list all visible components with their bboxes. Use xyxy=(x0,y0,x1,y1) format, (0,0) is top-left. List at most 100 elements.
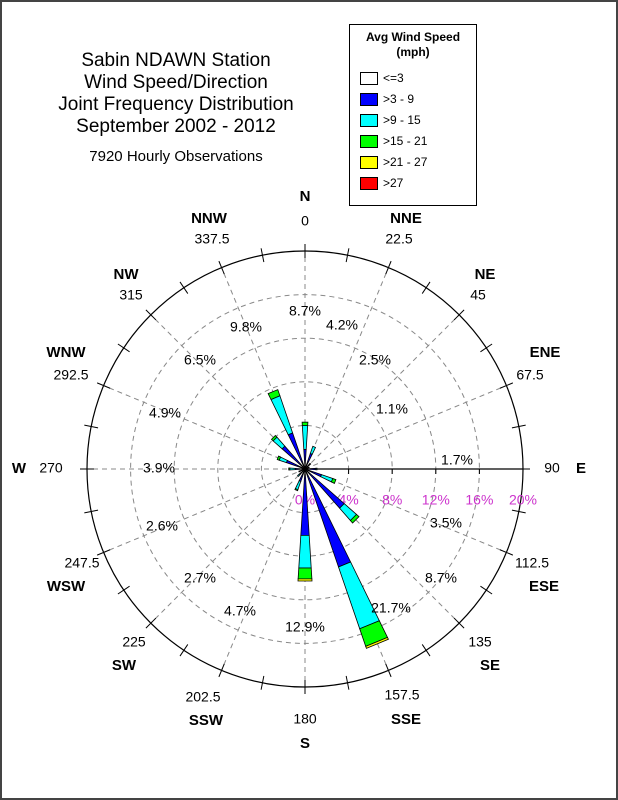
tick-mark xyxy=(145,617,157,629)
petal-segment xyxy=(309,445,317,455)
tick-mark xyxy=(421,644,431,657)
direction-spoke xyxy=(150,468,306,624)
direction-percent-label: 4.7% xyxy=(224,603,256,619)
petal-segment xyxy=(320,474,334,483)
radial-tick-label: 20% xyxy=(509,492,537,508)
petal-segment xyxy=(301,425,309,450)
radial-tick-label: 12% xyxy=(422,492,450,508)
petal-segment xyxy=(297,578,313,582)
legend-title-line: (mph) xyxy=(396,45,430,59)
direction-name-label: NNW xyxy=(191,210,228,227)
direction-percent-label: 1.1% xyxy=(376,401,408,417)
legend-label: <=3 xyxy=(383,71,404,85)
radial-tick-label: 16% xyxy=(465,492,493,508)
chart-title-line: Sabin NDAWN Station xyxy=(81,50,271,71)
direction-degree-label: 0 xyxy=(301,213,309,229)
tick-mark xyxy=(345,675,350,690)
direction-name-label: NW xyxy=(114,266,140,283)
tick-mark xyxy=(453,309,465,321)
legend-label: >3 - 9 xyxy=(383,92,415,106)
tick-mark xyxy=(96,382,111,389)
tick-mark xyxy=(385,663,392,678)
legend-swatch xyxy=(360,93,378,106)
petal-segment xyxy=(315,467,318,471)
petal-segment xyxy=(298,535,312,569)
tick-mark xyxy=(453,617,465,629)
petal-segment xyxy=(330,477,337,484)
direction-name-label: SE xyxy=(480,657,500,674)
direction-percent-label: 8.7% xyxy=(289,303,321,319)
petal-segment xyxy=(308,462,312,466)
direction-name-label: NE xyxy=(475,266,496,283)
direction-spoke xyxy=(221,468,306,671)
petal-segment xyxy=(337,561,380,630)
direction-spoke xyxy=(304,267,389,470)
direction-degree-label: 180 xyxy=(293,711,317,727)
direction-degree-label: 202.5 xyxy=(185,689,220,705)
tick-mark xyxy=(260,248,265,263)
petal-segment xyxy=(365,636,389,649)
petal-segment xyxy=(294,480,302,491)
tick-mark xyxy=(117,343,130,353)
tick-mark xyxy=(117,585,130,595)
tick-mark xyxy=(145,309,157,321)
legend: Avg Wind Speed (mph) <=3 >3 - 9 >9 - 15 >15… xyxy=(349,24,477,206)
direction-percent-label: 21.7% xyxy=(371,600,411,616)
petal-segment xyxy=(294,488,299,492)
chart-title-block: Sabin NDAWN Station Wind Speed/Direction… xyxy=(42,50,310,166)
tick-mark xyxy=(84,424,99,429)
direction-degree-label: 225 xyxy=(122,634,146,650)
direction-name-label: WSW xyxy=(47,578,86,595)
direction-degree-label: 247.5 xyxy=(64,555,99,571)
petal-segment xyxy=(270,395,294,436)
direction-degree-label: 315 xyxy=(119,287,143,303)
direction-degree-label: 90 xyxy=(544,460,560,476)
legend-title: Avg Wind Speed (mph) xyxy=(350,30,476,60)
direction-spoke xyxy=(103,468,306,553)
direction-degree-label: 337.5 xyxy=(194,231,229,247)
direction-name-label: E xyxy=(576,460,586,477)
direction-spoke xyxy=(103,385,306,470)
petal-segment xyxy=(289,467,296,471)
legend-swatch xyxy=(360,114,378,127)
direction-percent-label: 2.7% xyxy=(184,570,216,586)
legend-label: >15 - 21 xyxy=(383,134,428,148)
direction-percent-label: 2.5% xyxy=(359,352,391,368)
tick-mark xyxy=(480,585,493,595)
direction-percent-label: 4.2% xyxy=(326,317,358,333)
petal-segment xyxy=(298,470,301,473)
direction-name-label: ENE xyxy=(530,344,561,361)
legend-swatch xyxy=(360,156,378,169)
tick-mark xyxy=(84,509,99,514)
tick-mark xyxy=(179,644,189,657)
direction-name-label: W xyxy=(12,460,27,477)
tick-mark xyxy=(218,260,225,275)
legend-label: >21 - 27 xyxy=(383,155,428,169)
chart-title-line: Wind Speed/Direction xyxy=(84,72,268,93)
direction-percent-label: 3.5% xyxy=(430,515,462,531)
tick-mark xyxy=(511,509,526,514)
legend-swatch xyxy=(360,135,378,148)
direction-degree-label: 270 xyxy=(39,460,63,476)
direction-percent-label: 4.9% xyxy=(149,405,181,421)
petal-segment xyxy=(297,473,301,477)
legend-label: >27 xyxy=(383,176,404,190)
direction-name-label: S xyxy=(300,735,310,752)
direction-name-label: ESE xyxy=(529,578,559,595)
direction-percent-label: 8.7% xyxy=(425,570,457,586)
direction-percent-label: 2.6% xyxy=(146,518,178,534)
petal-segment xyxy=(270,434,278,442)
chart-title-line: Joint Frequency Distribution xyxy=(58,94,294,115)
direction-name-label: SW xyxy=(112,657,137,674)
petal-segment xyxy=(301,421,309,426)
tick-mark xyxy=(260,675,265,690)
tick-mark xyxy=(385,260,392,275)
direction-degree-label: 22.5 xyxy=(385,231,412,247)
tick-mark xyxy=(499,549,514,556)
legend-swatch xyxy=(360,72,378,85)
direction-percent-label: 3.9% xyxy=(143,460,175,476)
legend-label: >9 - 15 xyxy=(383,113,421,127)
tick-mark xyxy=(480,343,493,353)
legend-swatch xyxy=(360,177,378,190)
